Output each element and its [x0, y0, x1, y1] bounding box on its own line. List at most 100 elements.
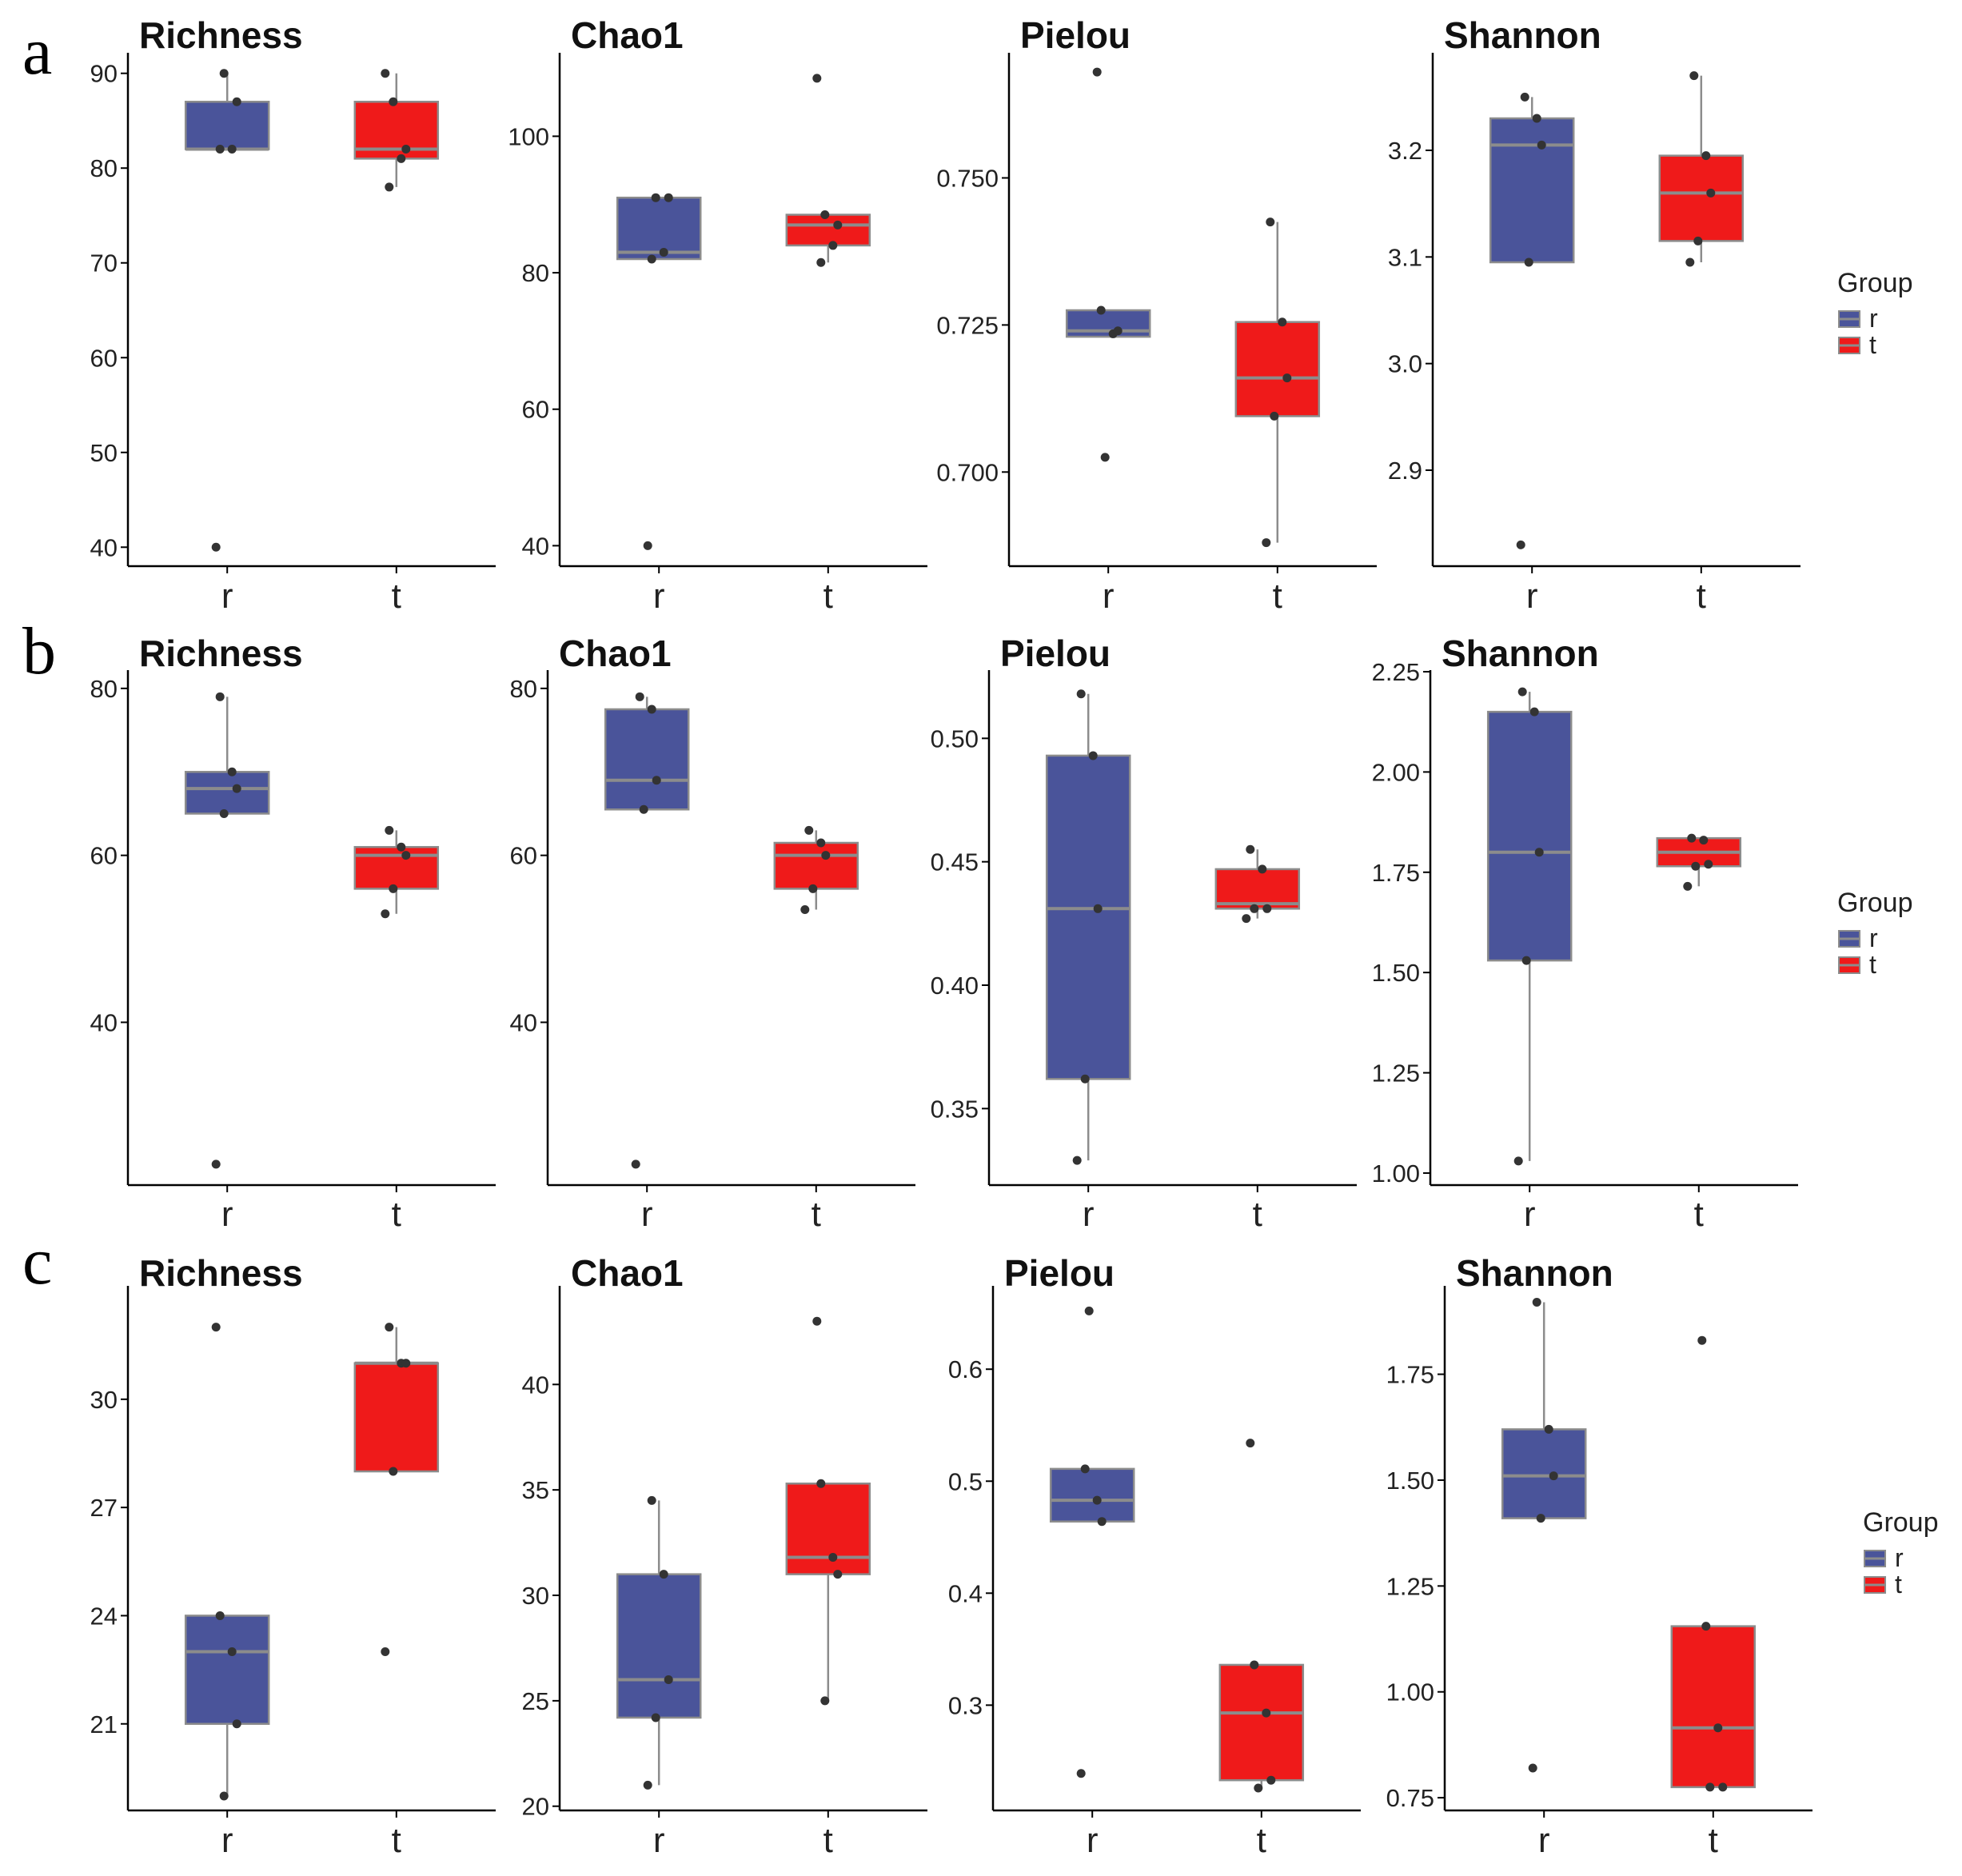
x-tick-label: r — [1087, 1821, 1099, 1860]
data-point-t — [381, 1647, 390, 1657]
y-tick-label: 2.00 — [1372, 758, 1420, 786]
data-point-r — [1093, 904, 1103, 913]
data-point-r — [1080, 1074, 1090, 1084]
data-point-r — [651, 1713, 660, 1722]
data-point-r — [232, 1719, 241, 1729]
y-tick-label: 40 — [522, 532, 549, 560]
legend-key-r — [1864, 1550, 1886, 1567]
box-t — [1658, 154, 1745, 242]
data-point-t — [1705, 1782, 1715, 1792]
box-r — [1501, 1428, 1587, 1519]
data-point-t — [397, 154, 406, 163]
data-point-t — [1270, 411, 1279, 421]
data-point-t — [1250, 904, 1259, 913]
data-point-r — [1528, 1763, 1537, 1773]
legend-label-t: t — [1895, 1570, 1902, 1599]
legend-title: Group — [1863, 1507, 1939, 1538]
legend-key-r — [1838, 930, 1860, 948]
data-point-r — [664, 193, 673, 202]
data-point-r — [1536, 1514, 1545, 1523]
y-tick-label: 0.6 — [948, 1355, 983, 1383]
panel-c-richness: Richness 21 24 27 30 r t — [90, 1252, 496, 1860]
y-tick-label: 1.50 — [1386, 1467, 1434, 1495]
x-tick-label: t — [392, 577, 401, 616]
data-point-t — [1266, 1775, 1276, 1785]
x-tick-label: t — [812, 1195, 821, 1234]
data-point-t — [401, 851, 411, 860]
x-tick-label: t — [1257, 1821, 1266, 1860]
panel-a-pielou: Pielou 0.700 0.725 0.750 r t — [936, 14, 1377, 616]
box-r — [184, 101, 270, 150]
x-tick-label: r — [641, 1195, 653, 1234]
y-tick-label: 1.50 — [1372, 959, 1420, 987]
legend-row-b: Group rt — [1837, 888, 1913, 979]
data-point-r — [215, 1611, 225, 1620]
panel-title: Shannon — [1456, 1252, 1613, 1294]
data-point-t — [389, 97, 398, 106]
panel-c-chao1: Chao1 20 25 30 35 40 r t — [522, 1252, 927, 1860]
data-point-r — [211, 1160, 221, 1169]
y-tick-label: 70 — [90, 249, 118, 277]
data-point-r — [1088, 751, 1098, 760]
data-point-t — [808, 884, 818, 893]
x-tick-label: t — [392, 1821, 401, 1860]
data-point-r — [647, 1495, 656, 1505]
data-point-r — [227, 145, 237, 154]
data-point-r — [1096, 305, 1106, 315]
data-point-t — [1697, 1335, 1707, 1345]
data-point-t — [1689, 71, 1699, 81]
legend-key-t — [1838, 337, 1860, 354]
y-tick-label: 80 — [522, 259, 549, 287]
data-point-r — [639, 804, 648, 814]
x-tick-label: r — [221, 1195, 233, 1234]
data-point-t — [385, 182, 394, 192]
data-point-t — [389, 1467, 398, 1476]
data-point-r — [1097, 1517, 1107, 1527]
panel-title: Chao1 — [571, 1252, 684, 1294]
data-point-r — [1517, 687, 1527, 697]
data-point-r — [651, 193, 660, 202]
data-point-t — [385, 1323, 394, 1332]
data-point-r — [1092, 1495, 1102, 1505]
y-tick-label: 1.00 — [1386, 1678, 1434, 1706]
data-point-r — [227, 1647, 237, 1657]
data-point-r — [1521, 956, 1531, 965]
box-r — [184, 771, 270, 815]
y-tick-label: 80 — [510, 675, 537, 703]
x-tick-label: r — [1103, 577, 1115, 616]
data-point-r — [664, 1675, 673, 1684]
data-point-t — [821, 851, 831, 860]
data-point-t — [820, 1696, 830, 1706]
data-point-r — [635, 692, 644, 701]
data-point-t — [1706, 188, 1716, 198]
data-point-t — [1687, 833, 1697, 843]
data-point-r — [643, 1780, 652, 1790]
box-t — [1670, 1625, 1757, 1789]
data-point-r — [659, 1570, 668, 1579]
y-tick-label: 0.45 — [931, 848, 979, 876]
box-t — [785, 1483, 871, 1575]
data-point-t — [385, 825, 394, 835]
x-tick-label: t — [1709, 1821, 1718, 1860]
data-point-r — [232, 784, 241, 793]
legend-label-t: t — [1869, 330, 1876, 359]
row-label-a: a — [22, 14, 52, 89]
legend-key-r — [1838, 310, 1860, 328]
data-point-r — [631, 1160, 640, 1169]
box-t — [773, 841, 859, 890]
panel-a-chao1: Chao1 40 60 80 100 r t — [508, 14, 927, 616]
legend-row-a: Group rt — [1837, 268, 1913, 359]
data-point-r — [659, 247, 668, 257]
data-point-t — [1254, 1783, 1263, 1793]
data-point-t — [800, 905, 810, 915]
y-tick-label: 24 — [90, 1602, 118, 1630]
data-point-r — [215, 692, 225, 701]
panel-b-richness: Richness 40 60 80 r t — [90, 633, 496, 1234]
data-point-r — [227, 767, 237, 776]
data-point-t — [1246, 1439, 1255, 1448]
x-tick-label: r — [1526, 577, 1538, 616]
data-point-r — [647, 704, 656, 714]
y-tick-label: 60 — [510, 842, 537, 870]
data-point-t — [401, 1359, 411, 1368]
data-point-r — [1532, 1298, 1541, 1307]
